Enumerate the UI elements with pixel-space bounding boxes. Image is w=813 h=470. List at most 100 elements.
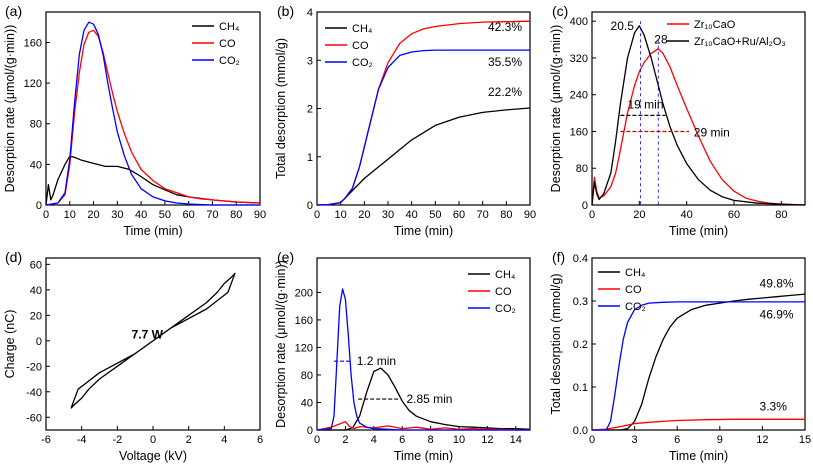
legend-entry: CO: [495, 286, 512, 298]
legend-entry: CO₂: [219, 55, 240, 67]
series-line-co2: [45, 21, 260, 206]
x-tick-label: 0: [43, 209, 49, 221]
x-tick-label: 0: [589, 209, 595, 221]
y-tick-label: 0: [36, 336, 42, 348]
x-tick-label: 2: [186, 434, 192, 446]
x-tick-label: 30: [382, 209, 394, 221]
y-tick-label: -40: [26, 387, 42, 399]
legend-entry: CH₄: [625, 267, 646, 279]
x-tick-label: 40: [406, 209, 418, 221]
y-axis-label: Desorption rate (μmol/(g·min)): [3, 25, 17, 193]
y-tick-label: 3: [307, 55, 313, 67]
label-fwhm-red: 29 min: [694, 125, 730, 139]
series-line-co: [316, 421, 530, 431]
x-tick-label: 0: [589, 434, 595, 446]
x-tick-label: 80: [230, 209, 242, 221]
x-tick-label: 6: [257, 434, 263, 446]
x-tick-label: 60: [728, 209, 740, 221]
label-co-percent: 3.3%: [760, 399, 788, 413]
y-axis-label: Desorption rate (μmol/(g·min)): [274, 260, 288, 428]
y-tick-label: 200: [295, 287, 313, 299]
y-tick-label: 20: [30, 310, 42, 322]
series-line-zr10cao-ru-al2o3: [591, 25, 806, 206]
x-tick-label: 10: [335, 209, 347, 221]
x-tick-label: 6: [674, 434, 680, 446]
series-line-co: [316, 20, 531, 206]
y-axis-label: Total desorption (mmol/g): [274, 38, 288, 179]
x-tick-label: 20: [633, 209, 645, 221]
y-tick-label: 0.3: [573, 296, 588, 308]
panel-label: (c): [552, 3, 568, 19]
x-tick-label: 9: [717, 434, 723, 446]
y-tick-label: 0: [307, 425, 313, 437]
panel-label: (a): [5, 3, 22, 19]
y-tick-label: 120: [295, 342, 313, 354]
legend-entry: CO₂: [625, 301, 646, 313]
x-tick-label: 80: [775, 209, 787, 221]
y-tick-label: 120: [24, 78, 42, 90]
plot-frame: [45, 11, 261, 206]
panel-label: (b): [277, 3, 294, 19]
y-axis-label: Desorption rate (μmol/(g·min)): [549, 25, 563, 193]
legend-entry: CH₄: [219, 21, 240, 33]
x-axis-label: Time (min): [394, 224, 453, 238]
panel-a: (a) 0 10 20 30 40 50 60 70 80 90 0 40 80 120 160 Time (m…: [3, 3, 266, 238]
series-line-ch4: [592, 293, 806, 431]
label-co2-percent: 46.9%: [760, 307, 794, 321]
y-tick-label: 1: [307, 152, 313, 164]
plot-frame: [45, 257, 261, 431]
legend-entry: CH₄: [352, 23, 373, 35]
x-axis-label: Time (min): [669, 224, 728, 238]
x-tick-label: 70: [206, 209, 218, 221]
panel-f: (f) 0 3 6 9 12 15 0.0 0.1 0.2 0.3 0.4 Time (min) Tota…: [549, 249, 811, 463]
y-tick-label: 40: [301, 397, 313, 409]
label-fwhm-ch4: 2.85 min: [406, 392, 452, 406]
x-tick-label: -6: [41, 434, 51, 446]
y-tick-label: 160: [295, 315, 313, 327]
panel-b: (b) 0 10 20 30 40 50 60 70 80 90 0 1 2 3 4 Time (min) Tot…: [274, 3, 536, 238]
legend-entry: CH₄: [495, 269, 516, 281]
legend-entry: CO: [219, 38, 236, 50]
x-tick-label: 60: [183, 209, 195, 221]
x-tick-label: 50: [159, 209, 171, 221]
x-tick-label: 12: [756, 434, 768, 446]
x-tick-label: 90: [524, 209, 536, 221]
panel-label: (d): [5, 249, 22, 265]
series-line-co2: [592, 301, 805, 431]
panel-label: (e): [277, 249, 294, 265]
y-tick-label: 40: [30, 285, 42, 297]
panel-c: (c) 0 20 40 60 80 0 80 160 240 320 400 Time (min) Des…: [549, 3, 806, 238]
x-tick-label: 20: [87, 209, 99, 221]
x-tick-label: 50: [429, 209, 441, 221]
label-ch4-percent: 49.8%: [760, 276, 794, 290]
legend-entry: CO: [625, 284, 642, 296]
plot-frame: [316, 11, 531, 206]
y-tick-label: -60: [26, 412, 42, 424]
series-line-co2: [316, 288, 530, 431]
series-line-loop: [70, 272, 236, 409]
y-tick-label: 80: [576, 163, 588, 175]
y-tick-label: 400: [570, 16, 588, 28]
label-fwhm-co2: 1.2 min: [357, 354, 396, 368]
x-tick-label: -4: [77, 434, 87, 446]
x-tick-label: 2: [342, 434, 348, 446]
x-tick-label: -2: [112, 434, 122, 446]
y-tick-label: 2: [307, 104, 313, 116]
x-tick-label: 80: [500, 209, 512, 221]
label-ch4-percent: 22.2%: [488, 85, 522, 99]
x-tick-label: 3: [632, 434, 638, 446]
y-tick-label: 4: [307, 7, 313, 19]
label-co-percent: 42.3%: [488, 20, 522, 34]
legend-entry: Zr₁₀CaO+Ru/Al₂O₃: [694, 36, 786, 48]
y-tick-label: 160: [24, 37, 42, 49]
x-tick-label: 14: [510, 434, 522, 446]
y-tick-label: 0.0: [573, 425, 588, 437]
y-tick-label: 0: [307, 200, 313, 212]
y-tick-label: 320: [570, 53, 588, 65]
x-tick-label: 8: [428, 434, 434, 446]
x-tick-label: 0: [314, 434, 320, 446]
x-tick-label: 40: [681, 209, 693, 221]
legend-entry: CO₂: [352, 57, 373, 69]
y-tick-label: 0.4: [573, 253, 588, 265]
